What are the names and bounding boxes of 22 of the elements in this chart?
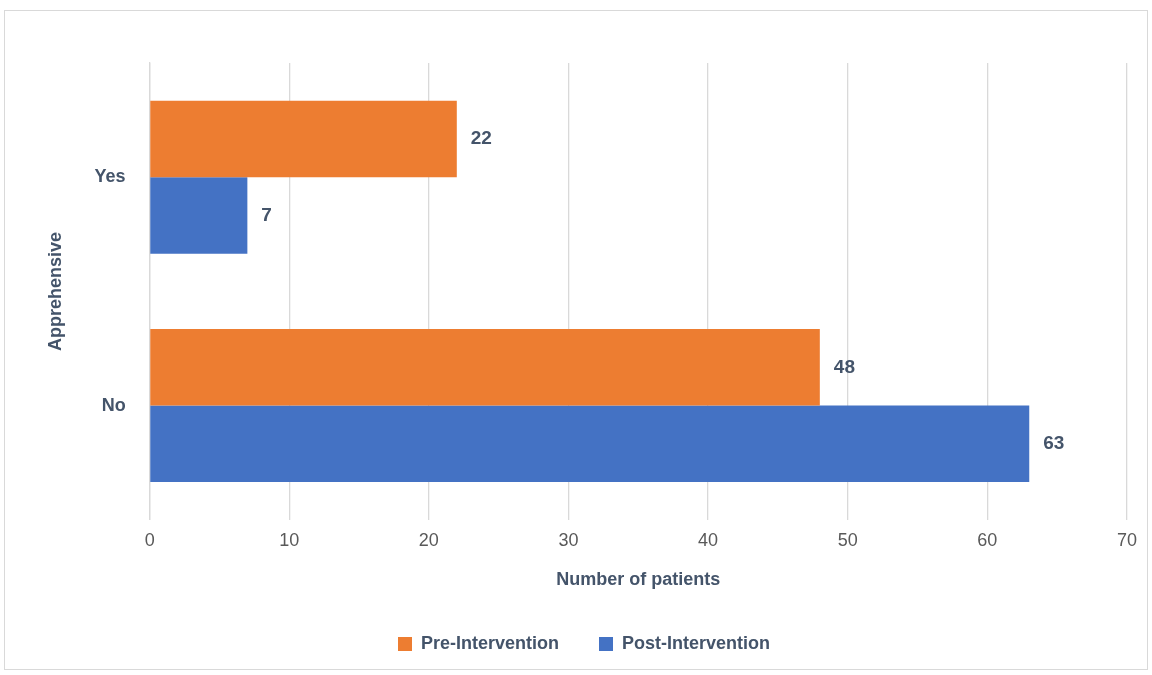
y-axis-title: Apprehensive [44,231,65,351]
x-tick-label: 40 [698,529,719,550]
x-tick-label: 20 [418,529,439,550]
bar [150,100,457,178]
data-label: 48 [833,355,855,377]
bar [150,177,248,254]
x-tick-label: 70 [1116,529,1137,550]
x-tick-label: 0 [144,529,155,550]
x-tick-label: 50 [837,529,858,550]
bar [150,405,1030,483]
x-axis-title: Number of patients [556,569,721,590]
legend-label: Pre-Intervention [420,632,560,653]
data-label: 22 [470,127,492,149]
legend-label: Post-Intervention [622,632,771,653]
y-tick-label: No [101,394,126,415]
x-tick-label: 60 [977,529,998,550]
y-tick-label: Yes [94,166,126,187]
x-tick-label: 30 [558,529,579,550]
data-label: 63 [1043,432,1065,454]
data-label: 7 [261,203,272,225]
bar [150,329,820,406]
x-tick-label: 10 [279,529,300,550]
